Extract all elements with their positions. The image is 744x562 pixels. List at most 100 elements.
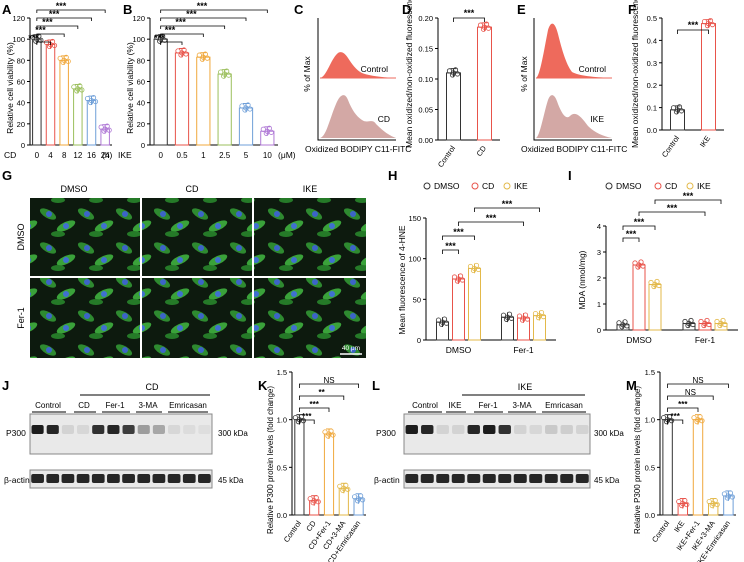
panel-a-sig-bracket [36, 41, 51, 45]
panel-j-lane-fer1: Fer-1 [105, 401, 125, 410]
panel-j-p300-band [122, 425, 135, 434]
panel-m-sig-label: NS [685, 388, 696, 397]
panel-i-sig-label: *** [634, 217, 645, 227]
panel-a-point [61, 57, 67, 63]
panel-a-point [57, 55, 63, 61]
panel-l-bands [405, 425, 589, 483]
panel-label-e: E [517, 2, 526, 17]
panel-i-point [702, 320, 708, 327]
panel-f-point [670, 105, 677, 111]
panel-m-point [660, 415, 667, 421]
panel-h-legend-ike: IKE [514, 181, 528, 191]
panel-a-ytick-label: 40 [17, 99, 25, 108]
panel-label-i: I [568, 168, 572, 183]
panel-b-xtick-label: 0.5 [176, 151, 188, 160]
panel-a-xtick-label: 12 [73, 151, 82, 160]
panel-c-cd-histogram [320, 95, 396, 138]
panel-l-actin-band [482, 474, 496, 483]
panel-i-point [616, 320, 622, 326]
panel-l-actin-band [420, 474, 434, 483]
panel-a-xtick-label: 8 [62, 151, 67, 160]
panel-i: MDA (nmol/mg) DMSO CD IKE [577, 181, 711, 310]
panel-b-point [179, 50, 185, 56]
panel-l-actin-band [405, 474, 419, 483]
panel-a-sig-bracket [36, 33, 65, 37]
panel-d-ytick-label: 0.00 [418, 136, 433, 145]
panel-l-actin-band [451, 474, 465, 483]
micrograph-dmso-dmso [30, 198, 140, 276]
panel-j-p300-band [61, 425, 74, 434]
micrograph-fer1-ike [254, 278, 366, 358]
panel-label-m: M [626, 378, 637, 393]
panel-j-actin-band [152, 474, 166, 483]
panel-j-actin-band [198, 474, 211, 483]
panel-h-ytick-label: 100 [408, 255, 421, 264]
panel-h-sig-label: *** [502, 199, 513, 209]
panel-label-k: K [258, 378, 268, 393]
panel-d-point [481, 24, 488, 30]
panel-f: Mean oxidized/non-oxidized fluorescence [630, 0, 640, 148]
panel-b-bar [238, 107, 254, 146]
panel-d-point [477, 22, 484, 28]
scale-bar-label: 40 μm [342, 345, 360, 352]
panel-f-ytick-label: 0.4 [647, 36, 657, 45]
panel-l-blot-p300 [403, 413, 591, 455]
panel-k-point [337, 483, 343, 489]
panel-label-a: A [2, 2, 12, 17]
panel-i-xtick-label: Fer-1 [695, 335, 716, 345]
panel-a-bar [86, 100, 97, 146]
panel-m-point [691, 415, 697, 421]
panel-g-row-dmso: DMSO [16, 224, 26, 251]
panel-b-point [154, 34, 160, 40]
panel-l-lane-fer1: Fer-1 [478, 401, 498, 410]
panel-f-ytick-label: 0.0 [647, 126, 657, 135]
panel-a-ytick-label: 60 [17, 78, 25, 87]
panel-j-actin-band [122, 474, 135, 483]
panel-b-bar [174, 52, 190, 146]
panel-label-h: H [388, 168, 397, 183]
panel-i-xtick-label: DMSO [626, 335, 652, 345]
panel-g-col-ike: IKE [303, 184, 318, 194]
panel-a-sig-bracket [36, 25, 79, 29]
panel-b-sig-bracket [160, 41, 183, 45]
panel-g-col-cd: CD [186, 184, 199, 194]
panel-c-axes [317, 18, 396, 141]
panel-i-point [636, 262, 642, 268]
panel-l-header: IKE [518, 382, 533, 392]
panel-j-lane-cd: CD [78, 401, 90, 410]
panel-i-point [686, 320, 692, 327]
panel-i-point [632, 260, 638, 266]
panel-a-xunit: (h) [102, 150, 113, 160]
panel-a-xtick-label: 0 [35, 151, 40, 160]
panel-a-ytick-label: 120 [12, 14, 25, 23]
panel-l-p300-band [529, 425, 542, 434]
panel-a-point [75, 86, 81, 92]
panel-a-sig-label: *** [42, 17, 53, 27]
panel-h-bar [468, 267, 481, 341]
panel-b-xprefix: IKE [118, 150, 132, 160]
panel-i-legend-cd: CD [665, 181, 677, 191]
panel-d-sig-label: *** [464, 8, 475, 18]
panel-h-ytick-label: 0 [417, 336, 421, 345]
panel-e-ike-label: IKE [590, 114, 604, 124]
panel-a-point [102, 126, 108, 132]
panel-l-actin-band [513, 474, 527, 483]
panel-k-point [292, 415, 298, 421]
panel-l-size-300: 300 kDa [594, 429, 624, 438]
panel-e-ike-histogram [536, 95, 612, 138]
panel-i-ytick-label: 3 [597, 248, 601, 257]
panel-j-actin-band [91, 474, 105, 483]
panel-h-point [471, 265, 478, 272]
panel-e-xlabel: Oxidized BODIPY C11-FITC [521, 144, 627, 154]
panel-h-point [435, 317, 442, 323]
panel-i-sig-bracket [622, 237, 640, 242]
panel-f-ytick-label: 0.5 [647, 14, 657, 23]
panel-l-size-45: 45 kDa [594, 476, 620, 485]
panel-h-xtick-label: Fer-1 [513, 345, 534, 355]
panel-l-actin-band [436, 474, 450, 483]
panel-i-sig-label: *** [683, 191, 694, 201]
panel-f-point [674, 107, 681, 113]
panel-a-sig-label: *** [49, 9, 60, 19]
panel-a-point [84, 95, 91, 102]
panel-label-l: L [372, 378, 380, 393]
